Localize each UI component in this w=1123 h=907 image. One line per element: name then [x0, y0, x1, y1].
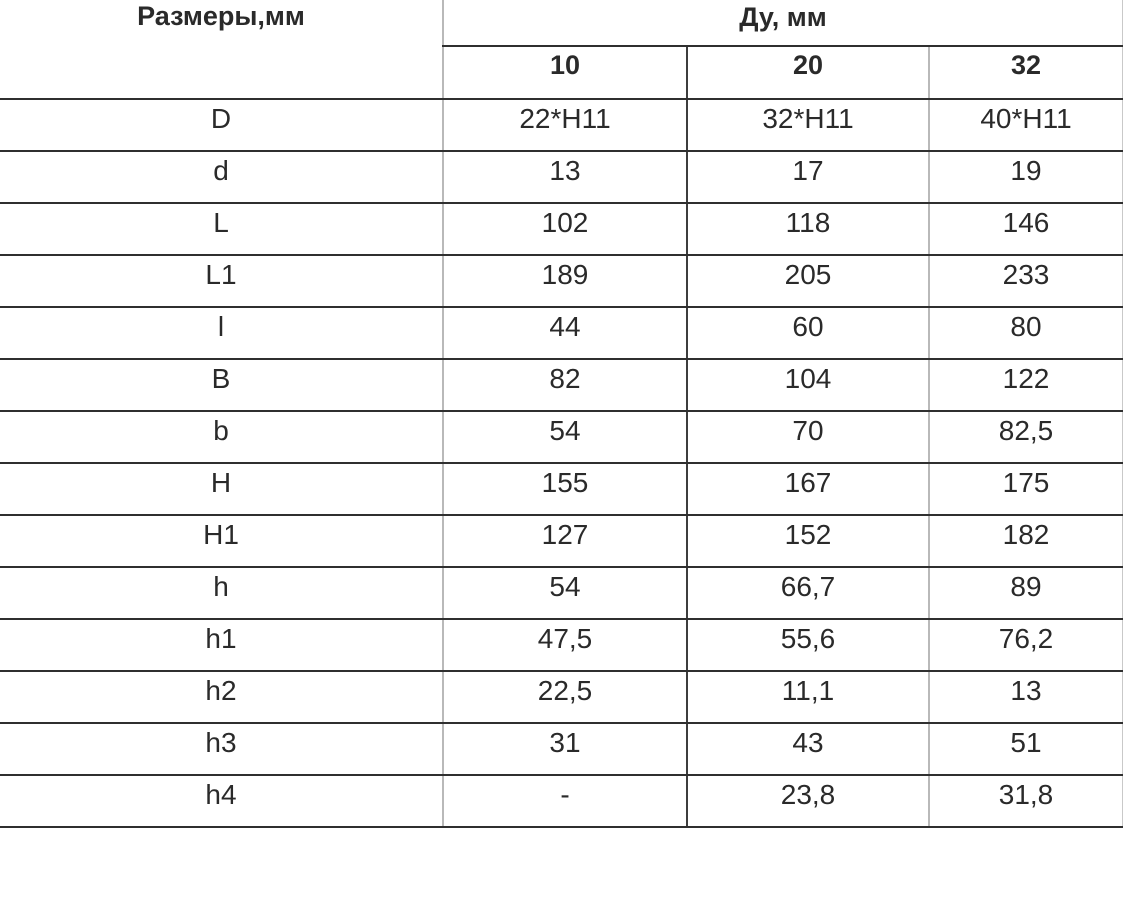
column-header-10: 10 — [442, 46, 687, 100]
cell-value: 19 — [927, 151, 1123, 204]
cell-value: 102 — [442, 203, 687, 256]
table-row: D 22*H11 32*H11 40*H11 — [0, 99, 1123, 152]
cell-value: 104 — [686, 359, 929, 412]
cell-value: 127 — [442, 515, 687, 568]
table-row: d 13 17 19 — [0, 151, 1123, 204]
column-header-32: 32 — [927, 46, 1123, 100]
cell-value: 54 — [442, 411, 687, 464]
row-label: l — [0, 307, 443, 360]
table-row: h 54 66,7 89 — [0, 567, 1123, 620]
table-row: L 102 118 146 — [0, 203, 1123, 256]
cell-value: 66,7 — [686, 567, 929, 620]
cell-value: 31,8 — [927, 775, 1123, 828]
cell-value: - — [442, 775, 687, 828]
cell-value: 189 — [442, 255, 687, 308]
cell-value: 82 — [442, 359, 687, 412]
cell-value: 23,8 — [686, 775, 929, 828]
row-label: b — [0, 411, 443, 464]
cell-value: 31 — [442, 723, 687, 776]
dimensions-table: Размеры,мм Ду, мм 10 20 32 D 22*H11 32*H11… — [0, 0, 1123, 828]
row-label: D — [0, 99, 443, 152]
table-row: b 54 70 82,5 — [0, 411, 1123, 464]
cell-value: 76,2 — [927, 619, 1123, 672]
cell-value: 47,5 — [442, 619, 687, 672]
cell-value: 44 — [442, 307, 687, 360]
row-label: H1 — [0, 515, 443, 568]
row-label: h3 — [0, 723, 443, 776]
table-row: H1 127 152 182 — [0, 515, 1123, 568]
column-header-row: 10 20 32 — [0, 46, 1123, 100]
table-row: h2 22,5 11,1 13 — [0, 671, 1123, 724]
cell-value: 80 — [927, 307, 1123, 360]
cell-value: 17 — [686, 151, 929, 204]
row-label: L1 — [0, 255, 443, 308]
table-row: l 44 60 80 — [0, 307, 1123, 360]
cell-value: 118 — [686, 203, 929, 256]
cell-value: 54 — [442, 567, 687, 620]
row-label: H — [0, 463, 443, 516]
table-row: h4-23,8 31,8 — [0, 775, 1123, 828]
corner-header-sizes-mm: Размеры,мм — [0, 0, 443, 100]
row-label: L — [0, 203, 443, 256]
cell-value: 205 — [686, 255, 929, 308]
cell-value: 233 — [927, 255, 1123, 308]
cell-value: 89 — [927, 567, 1123, 620]
table-row: B 82 104 122 — [0, 359, 1123, 412]
cell-value: 13 — [927, 671, 1123, 724]
cell-value: 146 — [927, 203, 1123, 256]
cell-value: 60 — [686, 307, 929, 360]
table-row: H 155 167 175 — [0, 463, 1123, 516]
cell-value: 22,5 — [442, 671, 687, 724]
column-header-20: 20 — [686, 46, 929, 100]
table-header: Размеры,мм Ду, мм 10 20 32 — [0, 0, 1123, 100]
row-label: h4 — [0, 775, 443, 828]
row-label: h1 — [0, 619, 443, 672]
table-row: h1 47,5 55,6 76,2 — [0, 619, 1123, 672]
cell-value: 70 — [686, 411, 929, 464]
row-label: d — [0, 151, 443, 204]
row-label: h — [0, 567, 443, 620]
cell-value: 122 — [927, 359, 1123, 412]
cell-value: 51 — [927, 723, 1123, 776]
cell-value: 182 — [927, 515, 1123, 568]
cell-value: 155 — [442, 463, 687, 516]
group-header-row: Размеры,мм Ду, мм — [0, 0, 1123, 100]
cell-value: 13 — [442, 151, 687, 204]
cell-value: 43 — [686, 723, 929, 776]
table-body: D 22*H11 32*H11 40*H11 d 13 17 19 L 102 118 146 L1 18… — [0, 99, 1123, 828]
table-row: L1 189 205 233 — [0, 255, 1123, 308]
table-row: h3 31 43 51 — [0, 723, 1123, 776]
cell-value: 40*H11 — [927, 99, 1123, 152]
cell-value: 11,1 — [686, 671, 929, 724]
cell-value: 152 — [686, 515, 929, 568]
group-header-du-mm: Ду, мм — [441, 0, 1123, 47]
cell-value: 32*H11 — [686, 99, 929, 152]
cell-value: 167 — [686, 463, 929, 516]
row-label: B — [0, 359, 443, 412]
cell-value: 55,6 — [686, 619, 929, 672]
cell-value: 22*H11 — [442, 99, 687, 152]
cell-value: 175 — [927, 463, 1123, 516]
cell-value: 82,5 — [927, 411, 1123, 464]
row-label: h2 — [0, 671, 443, 724]
